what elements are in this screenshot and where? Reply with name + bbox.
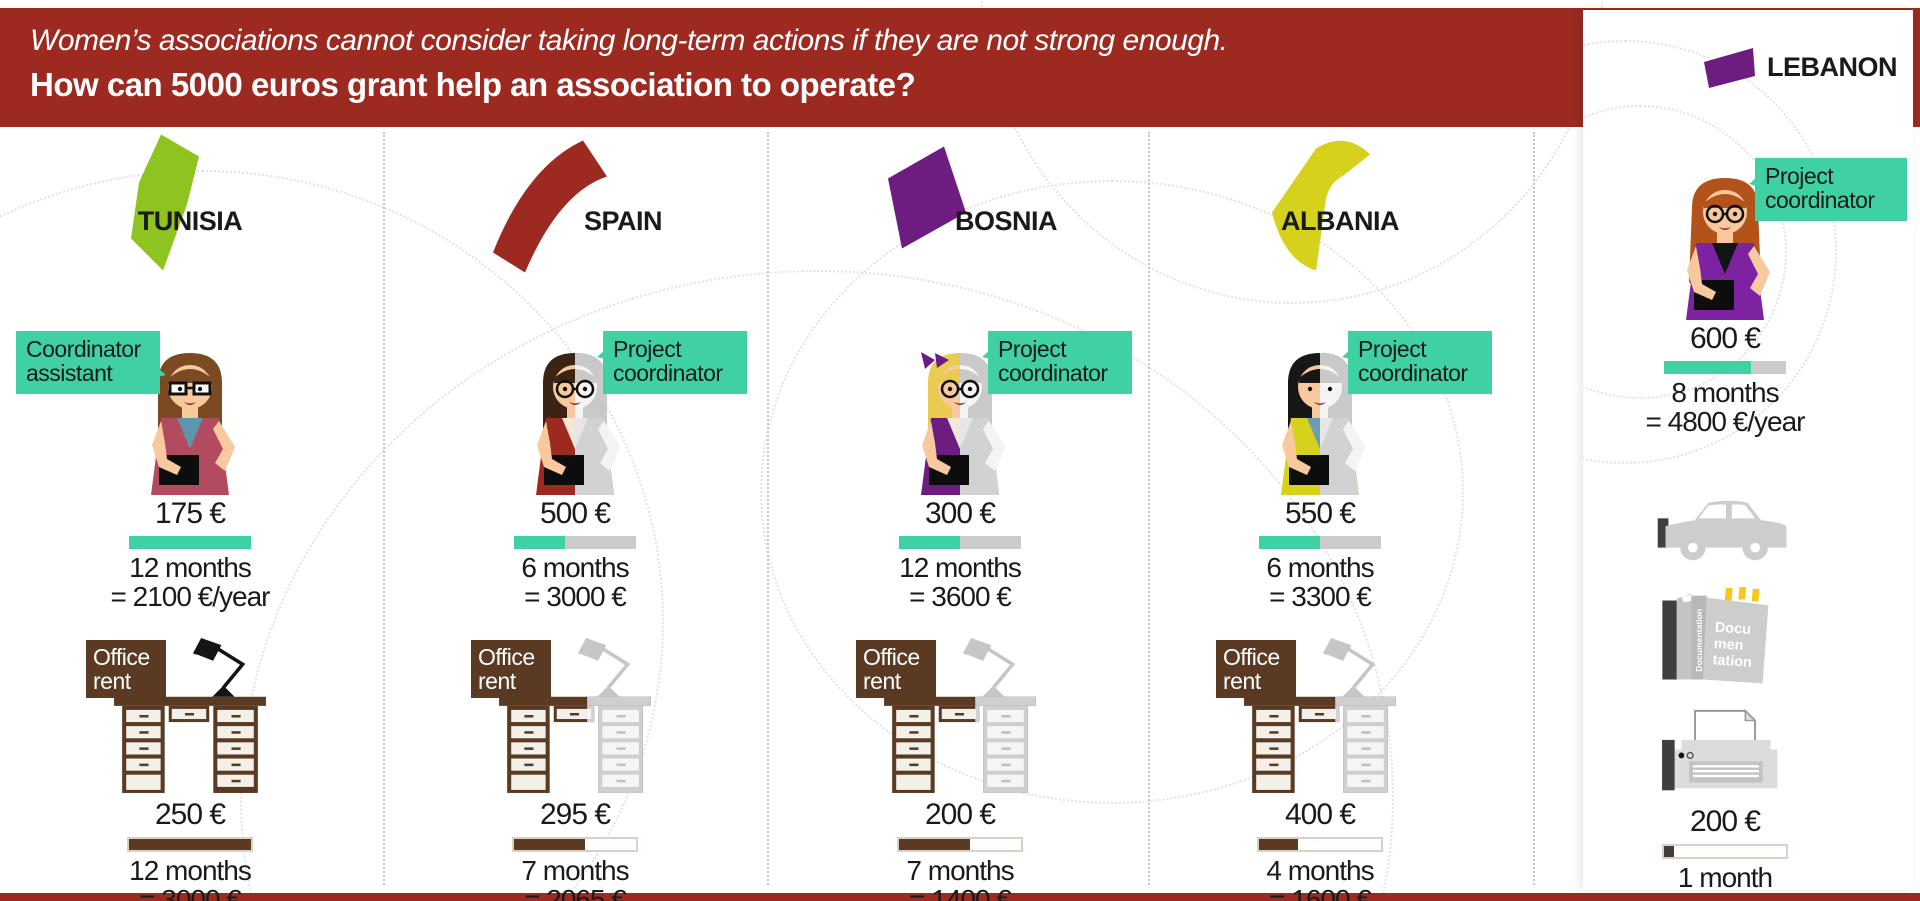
expense-amount: 200 € (1689, 804, 1761, 838)
country-label: LEBANON (1767, 52, 1898, 82)
header-title: How can 5000 euros grant help an associa… (30, 66, 916, 103)
lebanon-card: LEBANON Project coordinator 600 € 8 mont… (1583, 10, 1913, 890)
office-desk-icon (111, 636, 269, 796)
rent-months: 4 months (1266, 854, 1374, 886)
rent-total: = 1400 € (909, 884, 1012, 901)
country-shape-icon (1190, 128, 1450, 283)
salary-progress-bar (1664, 361, 1786, 374)
svg-text:Documentation: Documentation (1694, 609, 1704, 672)
expense-progress-bar (1662, 843, 1788, 859)
salary-amount: 550 € (1284, 497, 1356, 530)
country-label: ALBANIA (1281, 206, 1400, 236)
role-speech-bubble: Project coordinator (1755, 158, 1907, 221)
role-label: Project coordinator (1358, 336, 1468, 386)
svg-text:men: men (1713, 636, 1744, 654)
country-column: SPAIN Project coordinator 500 € 6 months… (445, 128, 747, 901)
role-speech-bubble: Project coordinator (1348, 331, 1492, 394)
office-rent-badge: Office rent (86, 639, 166, 699)
column-divider (1533, 132, 1535, 885)
rent-amount: 250 € (154, 797, 226, 831)
office-desk-icon (496, 636, 654, 796)
role-label: Project coordinator (613, 336, 723, 386)
office-desk-icon (1241, 636, 1399, 796)
country-label: BOSNIA (954, 206, 1058, 236)
salary-total: = 4800 €/year (1645, 406, 1805, 438)
rent-total: = 2065 € (524, 884, 627, 901)
salary-total: = 3000 € (524, 581, 627, 613)
role-speech-bubble: Project coordinator (988, 331, 1132, 394)
office-desk-icon (881, 636, 1039, 796)
salary-months: 6 months (1266, 552, 1374, 583)
salary-total: = 3300 € (1269, 581, 1372, 613)
salary-months: 8 months (1671, 377, 1779, 408)
printer-icon (1650, 707, 1800, 799)
office-rent-badge: Office rent (1216, 639, 1296, 699)
column-divider (383, 132, 385, 885)
rent-amount: 295 € (539, 797, 611, 831)
salary-months: 12 months (129, 552, 252, 583)
country-shape-icon (830, 128, 1090, 283)
salary-amount: 600 € (1689, 322, 1761, 355)
country-column: ALBANIA Project coordinator 550 € 6 mont… (1190, 128, 1492, 901)
person-icon (1660, 172, 1790, 320)
person-icon (895, 347, 1025, 495)
country-column: TUNISIA Coordinator assistant 175 € 12 m… (16, 128, 320, 901)
svg-text:tation: tation (1712, 652, 1752, 671)
role-speech-bubble: Project coordinator (603, 331, 747, 394)
salary-total: = 3600 € (909, 581, 1012, 613)
rent-total: = 1600 € (1269, 884, 1372, 901)
person-icon (510, 347, 640, 495)
expense-months: 1 month (1677, 861, 1773, 890)
salary-amount: 500 € (539, 497, 611, 530)
salary-progress-bar (514, 536, 636, 549)
country-column: BOSNIA Project coordinator 300 € 12 mont… (830, 128, 1132, 901)
country-shape-icon (60, 128, 320, 283)
column-divider (1148, 132, 1150, 885)
salary-months: 12 months (899, 552, 1022, 583)
salary-amount: 175 € (154, 497, 226, 530)
office-rent-badge: Office rent (856, 639, 936, 699)
role-label: Project coordinator (1765, 163, 1875, 213)
salary-progress-bar (129, 536, 251, 549)
rent-progress-bar (127, 836, 253, 852)
rent-amount: 200 € (924, 797, 996, 831)
office-rent-badge: Office rent (471, 639, 551, 699)
car-icon (1650, 493, 1800, 571)
rent-months: 7 months (521, 854, 629, 886)
role-label: Coordinator assistant (26, 336, 141, 386)
role-label: Project coordinator (998, 336, 1108, 386)
rent-progress-bar (512, 836, 638, 852)
rent-amount: 400 € (1284, 797, 1356, 831)
salary-months: 6 months (521, 552, 629, 583)
header-subtitle: Women’s associations cannot consider tak… (30, 24, 1228, 57)
rent-months: 7 months (906, 854, 1014, 886)
person-icon (1255, 347, 1385, 495)
country-shape-icon (445, 128, 705, 283)
rent-months: 12 months (129, 854, 252, 886)
salary-amount: 300 € (924, 497, 996, 530)
country-label: TUNISIA (137, 206, 243, 236)
salary-progress-bar (899, 536, 1021, 549)
svg-text:Docu: Docu (1714, 619, 1751, 637)
rent-progress-bar (897, 836, 1023, 852)
salary-progress-bar (1259, 536, 1381, 549)
salary-total: = 2100 €/year (110, 581, 270, 613)
column-divider (767, 132, 769, 885)
rent-total: = 3000 € (139, 884, 242, 901)
bottom-accent-strip (0, 893, 1920, 901)
country-shape-icon (1701, 46, 1759, 90)
documentation-book-icon: Documentation Docu men tation (1650, 586, 1800, 693)
rent-progress-bar (1257, 836, 1383, 852)
role-speech-bubble: Coordinator assistant (16, 331, 160, 394)
country-label: SPAIN (583, 206, 663, 236)
